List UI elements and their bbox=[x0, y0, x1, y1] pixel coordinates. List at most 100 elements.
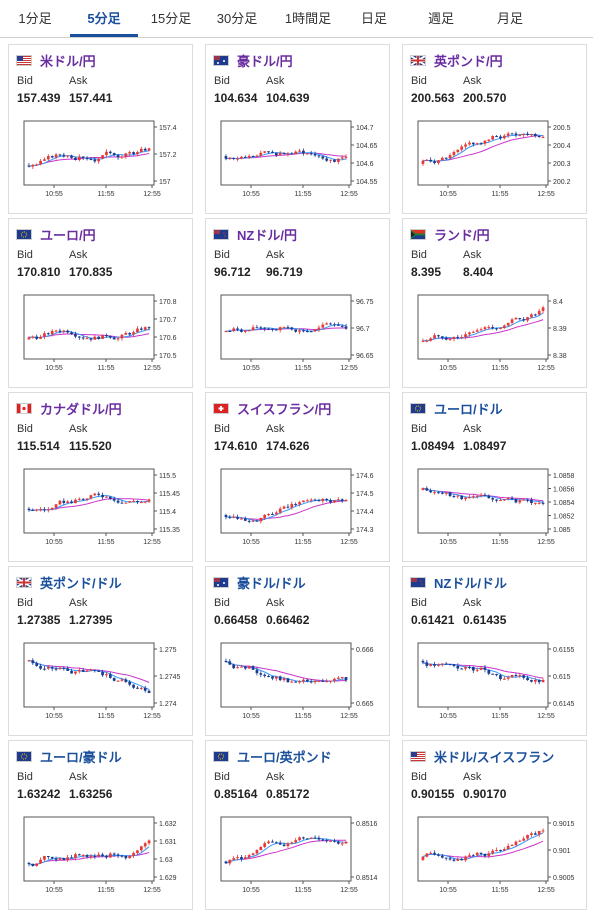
candle-body bbox=[240, 666, 243, 668]
candlestick-chart[interactable]: 1.275 1.2745 1.274 10:55 11:55 12:55 bbox=[16, 641, 186, 731]
candle-body bbox=[305, 331, 309, 333]
candle-body bbox=[506, 845, 510, 850]
candlestick-chart[interactable]: 174.6 174.5 174.4 174.3 10:55 11:55 12:55 bbox=[213, 467, 383, 557]
candle-body bbox=[321, 839, 325, 841]
candle-body bbox=[54, 858, 58, 860]
candlestick-chart[interactable]: 170.8 170.7 170.6 170.5 10:55 11:55 12:55 bbox=[16, 293, 186, 383]
rate-card[interactable]: 英ポンド/円 Bid Ask 200.563 200.570 200.5 200.… bbox=[402, 44, 587, 214]
candlestick-chart[interactable]: 0.8516 0.8514 10:55 11:55 12:55 bbox=[213, 815, 383, 905]
tab-1[interactable]: 5分足 bbox=[70, 0, 138, 37]
candlestick-chart[interactable]: 200.5 200.4 200.3 200.2 10:55 11:55 12:55 bbox=[410, 119, 580, 209]
candle-body bbox=[128, 501, 132, 503]
pair-name[interactable]: カナダドル/円 bbox=[40, 401, 122, 417]
candle-body bbox=[271, 151, 274, 153]
pair-name[interactable]: ユーロ/円 bbox=[40, 227, 96, 243]
pair-name[interactable]: 米ドル/円 bbox=[40, 53, 96, 69]
pair-name[interactable]: ユーロ/ドル bbox=[434, 401, 503, 417]
rate-card[interactable]: 米ドル/円 Bid Ask 157.439 157.441 157.4 157.2… bbox=[8, 44, 193, 214]
pair-name[interactable]: 米ドル/スイスフラン bbox=[434, 749, 555, 765]
candle-body bbox=[139, 846, 143, 851]
card-header: ユーロ/円 bbox=[16, 226, 96, 243]
candlestick-chart[interactable]: 0.9015 0.901 0.9005 10:55 11:55 12:55 bbox=[410, 815, 580, 905]
candlestick-chart[interactable]: 157.4 157.2 157 10:55 11:55 12:55 bbox=[16, 119, 186, 209]
candle-body bbox=[35, 863, 39, 866]
candle-body bbox=[247, 520, 251, 522]
candle-body bbox=[294, 681, 298, 683]
pair-name[interactable]: 英ポンド/円 bbox=[434, 53, 503, 69]
candle-body bbox=[302, 150, 305, 154]
rate-card[interactable]: 豪ドル/円 Bid Ask 104.634 104.639 104.7 104.6… bbox=[205, 44, 390, 214]
candle-body bbox=[471, 666, 475, 671]
rate-card[interactable]: 米ドル/スイスフラン Bid Ask 0.90155 0.90170 0.901… bbox=[402, 740, 587, 910]
pair-name[interactable]: ユーロ/英ポンド bbox=[237, 749, 332, 765]
rate-card[interactable]: カナダドル/円 Bid Ask 115.514 115.520 115.5 115… bbox=[8, 392, 193, 562]
pair-name[interactable]: NZドル/円 bbox=[237, 227, 297, 243]
tab-3[interactable]: 30分足 bbox=[216, 11, 258, 26]
candle-body bbox=[147, 840, 151, 844]
tab-2[interactable]: 15分足 bbox=[150, 11, 192, 26]
candle-body bbox=[147, 690, 151, 693]
rate-card[interactable]: NZドル/ドル Bid Ask 0.61421 0.61435 0.6155 0.… bbox=[402, 566, 587, 736]
pair-name[interactable]: 豪ドル/ドル bbox=[237, 575, 306, 591]
candlestick-chart[interactable]: 115.5 115.45 115.4 115.35 10:55 11:55 12:55 bbox=[16, 467, 186, 557]
rate-card[interactable]: ユーロ/英ポンド Bid Ask 0.85164 0.85172 0.8516 0… bbox=[205, 740, 390, 910]
candle-body bbox=[108, 336, 112, 338]
tab-5[interactable]: 日足 bbox=[360, 11, 387, 26]
y-tick-label: 0.8516 bbox=[356, 821, 378, 828]
candle-body bbox=[305, 838, 309, 840]
candle-body bbox=[495, 136, 498, 138]
candle-body bbox=[58, 667, 62, 670]
candle-body bbox=[533, 314, 537, 316]
candle-body bbox=[101, 854, 104, 856]
candlestick-chart[interactable]: 0.6155 0.615 0.6145 10:55 11:55 12:55 bbox=[410, 641, 580, 731]
pair-name[interactable]: スイスフラン/円 bbox=[237, 401, 332, 417]
rate-card[interactable]: 豪ドル/ドル Bid Ask 0.66458 0.66462 0.666 0.66… bbox=[205, 566, 390, 736]
tab-7[interactable]: 月足 bbox=[496, 11, 523, 26]
tab-6[interactable]: 週足 bbox=[427, 11, 454, 26]
candlestick-chart[interactable]: 8.4 8.39 8.38 10:55 11:55 12:55 bbox=[410, 293, 580, 383]
rate-card[interactable]: ユーロ/円 Bid Ask 170.810 170.835 170.8 170.7… bbox=[8, 218, 193, 388]
y-tick-label: 0.615 bbox=[553, 674, 571, 681]
x-tick-label: 12:55 bbox=[537, 365, 555, 372]
pair-name[interactable]: ユーロ/豪ドル bbox=[40, 749, 122, 765]
candlestick-chart[interactable]: 1.632 1.631 1.63 1.629 10:55 11:55 12:55 bbox=[16, 815, 186, 905]
candle-body bbox=[54, 668, 58, 670]
x-tick-label: 10:55 bbox=[242, 191, 260, 198]
y-tick-label: 170.8 bbox=[159, 299, 177, 306]
candle-body bbox=[232, 664, 236, 669]
candle-body bbox=[325, 681, 329, 683]
candle-body bbox=[491, 498, 495, 500]
tab-0[interactable]: 1分足 bbox=[18, 11, 52, 26]
pair-name[interactable]: 豪ドル/円 bbox=[237, 53, 293, 69]
candle-body bbox=[336, 677, 340, 679]
rate-card[interactable]: ユーロ/豪ドル Bid Ask 1.63242 1.63256 1.632 1.6… bbox=[8, 740, 193, 910]
rate-card[interactable]: ランド/円 Bid Ask 8.395 8.404 8.4 8.39 8.38 10:… bbox=[402, 218, 587, 388]
candlestick-chart[interactable]: 0.666 0.665 10:55 11:55 12:55 bbox=[213, 641, 383, 731]
candlestick-chart[interactable]: 104.7 104.65 104.6 104.55 10:55 11:55 12:55 bbox=[213, 119, 383, 209]
rate-card[interactable]: ユーロ/ドル Bid Ask 1.08494 1.08497 1.0858 1.0… bbox=[402, 392, 587, 562]
candlestick-chart[interactable]: 96.75 96.7 96.65 10:55 11:55 12:55 bbox=[213, 293, 383, 383]
pair-name[interactable]: NZドル/ドル bbox=[434, 575, 507, 591]
rate-card[interactable]: 英ポンド/ドル Bid Ask 1.27385 1.27395 1.275 1.2… bbox=[8, 566, 193, 736]
candle-body bbox=[502, 499, 506, 501]
bid-value: 0.61421 bbox=[411, 613, 455, 627]
pair-name[interactable]: ランド/円 bbox=[434, 227, 490, 243]
y-tick-label: 174.6 bbox=[356, 473, 374, 480]
candle-body bbox=[456, 495, 460, 497]
tab-4[interactable]: 1時間足 bbox=[284, 11, 332, 26]
candle-body bbox=[97, 336, 101, 339]
candle-body bbox=[93, 855, 97, 857]
y-tick-label: 1.0858 bbox=[553, 473, 575, 480]
bid-value: 170.810 bbox=[17, 265, 61, 279]
candlestick-chart[interactable]: 1.0858 1.0856 1.0854 1.0852 1.085 10:55 11:55 1… bbox=[410, 467, 580, 557]
candle-body bbox=[35, 509, 39, 511]
pair-name[interactable]: 英ポンド/ドル bbox=[40, 575, 122, 591]
candle-body bbox=[526, 834, 529, 839]
candle-body bbox=[530, 680, 533, 682]
candle-body bbox=[298, 502, 301, 505]
rate-card[interactable]: NZドル/円 Bid Ask 96.712 96.719 96.75 96.7 96… bbox=[205, 218, 390, 388]
candle-body bbox=[101, 671, 104, 676]
plot-frame bbox=[23, 642, 155, 708]
rate-card[interactable]: スイスフラン/円 Bid Ask 174.610 174.626 174.6 17… bbox=[205, 392, 390, 562]
candle-body bbox=[247, 155, 251, 158]
